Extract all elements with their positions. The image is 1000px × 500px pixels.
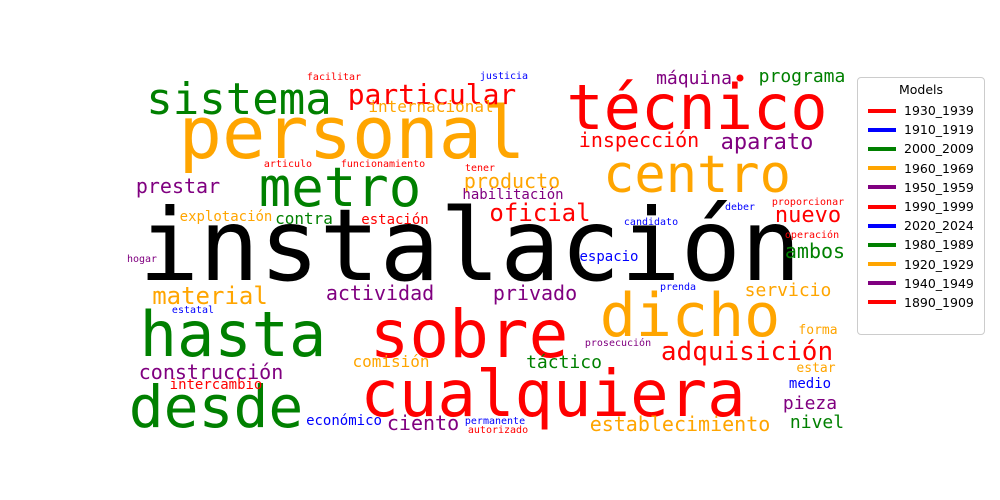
cloud-word: autorizado xyxy=(468,425,528,436)
cloud-word: establecimiento xyxy=(590,412,771,436)
cloud-word: material xyxy=(152,282,268,310)
cloud-word: estación xyxy=(361,212,428,228)
cloud-word: estatal xyxy=(172,305,214,316)
cloud-word: servicio xyxy=(745,280,832,301)
cloud-word: nuevo xyxy=(775,203,841,228)
legend-swatch xyxy=(868,204,896,209)
cloud-word: hogar xyxy=(127,254,157,265)
legend-item: 1950_1959 xyxy=(864,178,978,197)
cloud-word: sistema xyxy=(146,74,331,125)
cloud-word: inspección xyxy=(579,128,699,152)
cloud-word: técnico xyxy=(566,71,827,144)
cloud-word: operación xyxy=(785,229,839,241)
legend-item: 2020_2024 xyxy=(864,216,978,235)
legend-title: Models xyxy=(898,82,944,97)
cloud-word: instalación xyxy=(139,187,801,304)
cloud-word: adquisición xyxy=(661,337,833,367)
cloud-word: aparato xyxy=(721,130,814,155)
cloud-word: táctico xyxy=(526,352,602,373)
cloud-word: forma xyxy=(798,323,837,338)
legend-swatch xyxy=(868,146,896,151)
legend-item: 1960_1969 xyxy=(864,159,978,178)
cloud-word: espacio xyxy=(579,249,638,265)
cloud-word: contra xyxy=(275,209,333,228)
legend-swatch xyxy=(868,185,896,190)
legend-swatch xyxy=(868,262,896,267)
cloud-word: comisión xyxy=(352,352,429,371)
legend-item: 1890_1909 xyxy=(864,293,978,312)
cloud-word: privado xyxy=(493,281,577,305)
cloud-word: dicho xyxy=(600,281,781,351)
cloud-word: habilitación xyxy=(462,187,563,203)
legend-label: 1910_1919 xyxy=(904,122,974,138)
cloud-word: articulo xyxy=(264,159,312,170)
cloud-word: ambos xyxy=(785,239,845,263)
legend-swatch xyxy=(868,281,896,286)
cloud-word: particular xyxy=(348,78,517,111)
cloud-word: construcción xyxy=(139,360,284,384)
cloud-word: producto xyxy=(464,169,560,193)
cloud-word: máquina xyxy=(656,68,732,89)
legend-swatch xyxy=(868,242,896,247)
word-dot xyxy=(736,74,744,82)
cloud-word: explotación xyxy=(180,209,273,225)
cloud-word: ciento xyxy=(387,411,459,435)
legend-swatch xyxy=(868,300,896,305)
legend-label: 1980_1989 xyxy=(904,237,974,253)
cloud-word: pieza xyxy=(783,393,837,414)
legend-swatch xyxy=(868,127,896,132)
cloud-word: actividad xyxy=(326,281,434,305)
cloud-word: intercambio xyxy=(170,377,263,393)
legend-item: 1990_1999 xyxy=(864,197,978,216)
cloud-word: estar xyxy=(796,361,835,376)
cloud-word: proporcionar xyxy=(772,197,844,208)
cloud-word: económico xyxy=(306,413,382,429)
cloud-word: desde xyxy=(129,373,304,441)
cloud-word: funcionamiento xyxy=(341,159,425,170)
legend-label: 1990_1999 xyxy=(904,199,974,215)
cloud-word: candidato xyxy=(624,217,678,228)
cloud-word: personal xyxy=(179,91,526,175)
legend-label: 1930_1939 xyxy=(904,103,974,119)
legend-swatch xyxy=(868,108,896,113)
cloud-word: internacional xyxy=(368,97,493,116)
legend-label: 1960_1969 xyxy=(904,160,974,176)
cloud-word: centro xyxy=(603,145,791,205)
legend-item: 1920_1929 xyxy=(864,255,978,274)
legend-label: 1940_1949 xyxy=(904,275,974,291)
legend-swatch xyxy=(868,223,896,228)
legend-label: 1950_1959 xyxy=(904,179,974,195)
cloud-word: tener xyxy=(465,163,495,174)
cloud-word: medio xyxy=(789,376,831,392)
legend-item: 2000_2009 xyxy=(864,139,978,158)
legend-item: 1940_1949 xyxy=(864,274,978,293)
cloud-word: hasta xyxy=(140,298,327,371)
legend-label: 1890_1909 xyxy=(904,294,974,310)
legend-items: 1930_1939 1910_1919 2000_2009 1960_1969 1950… xyxy=(864,101,978,312)
cloud-word: cualquiera xyxy=(360,358,745,432)
cloud-word: deber xyxy=(725,202,755,213)
legend-swatch xyxy=(868,166,896,171)
cloud-word: prestar xyxy=(136,174,220,198)
legend-item: 1910_1919 xyxy=(864,120,978,139)
cloud-word: oficial xyxy=(489,199,590,227)
cloud-word: sobre xyxy=(370,296,569,373)
legend-label: 2020_2024 xyxy=(904,218,974,234)
cloud-word: prosecución xyxy=(585,337,651,349)
legend-item: 1980_1989 xyxy=(864,235,978,254)
cloud-word: permanente xyxy=(465,416,525,427)
cloud-word: nivel xyxy=(790,412,844,433)
legend-label: 2000_2009 xyxy=(904,141,974,157)
legend: Models 1930_1939 1910_1919 2000_2009 1960_1… xyxy=(857,77,985,335)
legend-label: 1920_1929 xyxy=(904,256,974,272)
cloud-word: justicia xyxy=(480,71,528,82)
cloud-word: metro xyxy=(259,156,422,219)
cloud-word: prenda xyxy=(660,282,696,293)
cloud-word: programa xyxy=(759,66,846,87)
cloud-word: facilitar xyxy=(307,72,361,83)
legend-item: 1930_1939 xyxy=(864,101,978,120)
